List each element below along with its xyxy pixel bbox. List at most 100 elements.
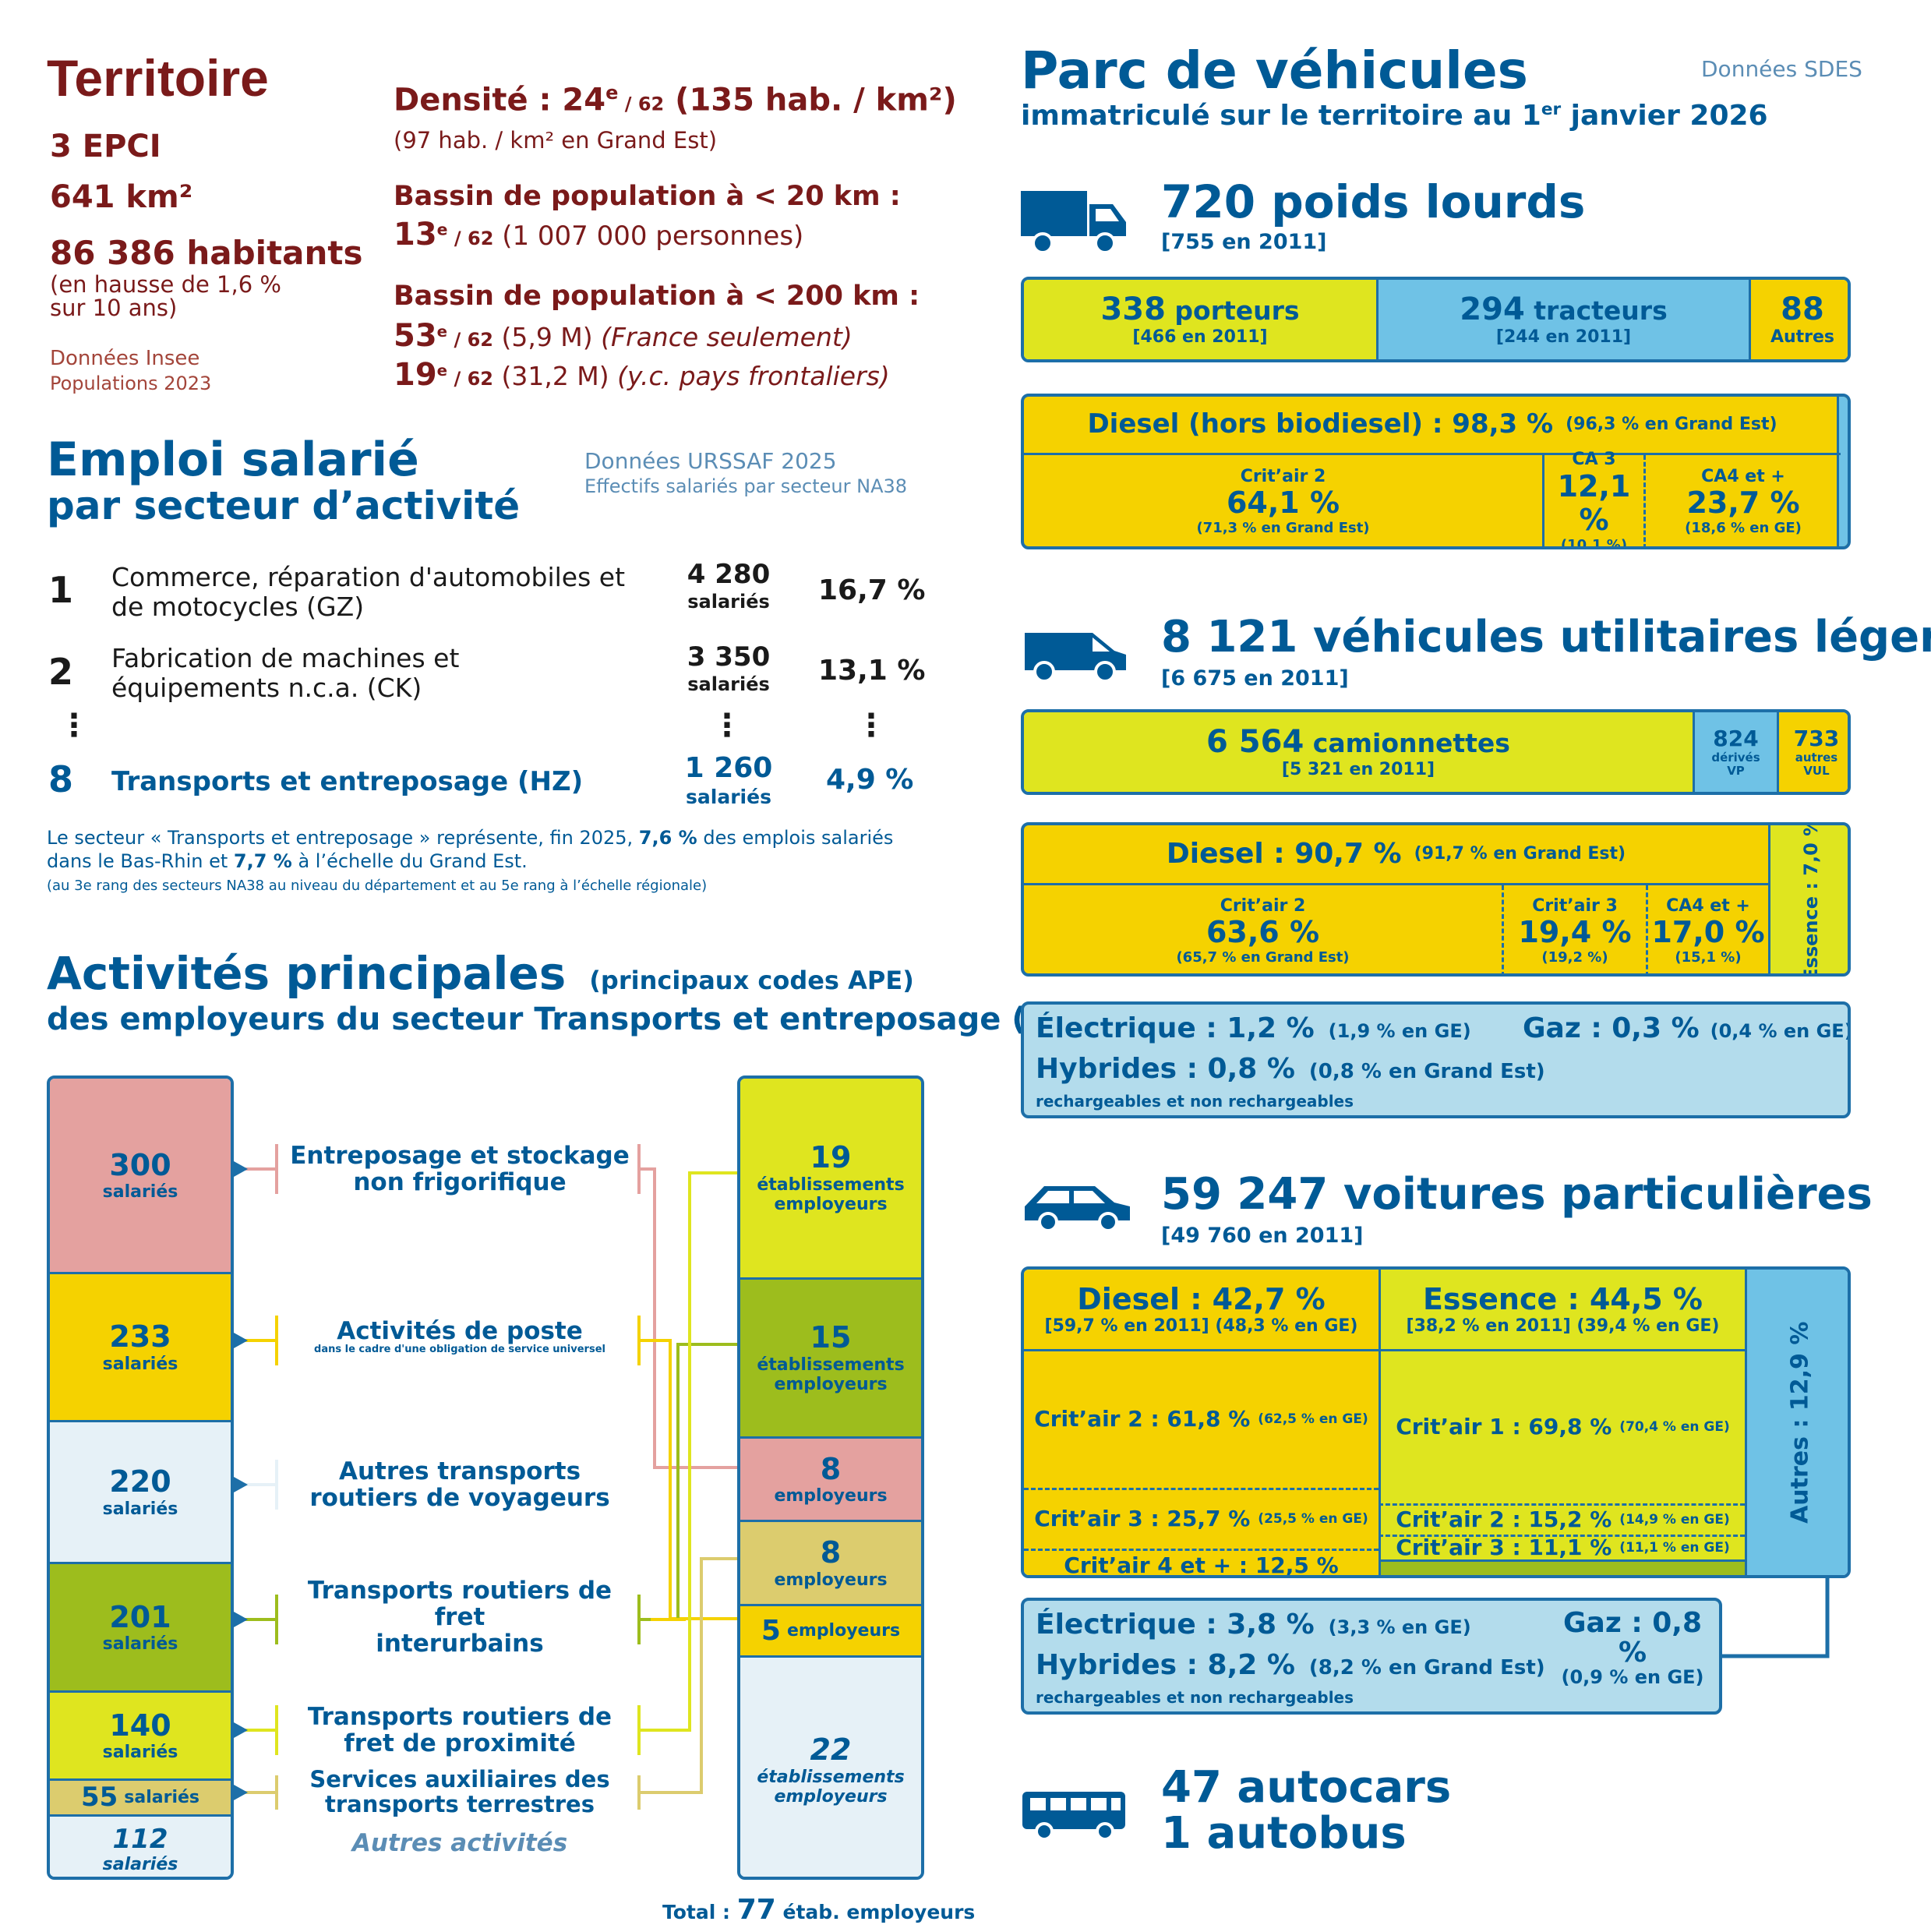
- source-urssaf: Données URSSAF 2025: [584, 448, 837, 474]
- vul-hybrides: Hybrides : 0,8 % (0,8 % en Grand Est): [1036, 1053, 1545, 1085]
- total-etablissements: Total : 77 étab. employeurs: [662, 1894, 976, 1926]
- vp-diesel-critair4: Crit’air 4 et + : 12,5 %: [1024, 1549, 1379, 1575]
- source-insee-year: Populations 2023: [50, 373, 212, 394]
- bassin20-title: Bassin de population à < 20 km :: [394, 181, 901, 212]
- vp-diesel-critair3: Crit’air 3 : 25,7 % (25,5 % en GE): [1024, 1488, 1379, 1549]
- vul-energy-box: Essence : 7,0 % Diesel : 90,7 % (91,7 % e…: [1021, 822, 1851, 977]
- etab-block-services-auxiliaires: 8 employeurs: [740, 1520, 921, 1604]
- sector-2-count: 3 350 salariés: [687, 641, 771, 695]
- sector-1-count: 4 280 salariés: [687, 559, 771, 613]
- area: 641 km²: [50, 179, 193, 215]
- car-icon: [1025, 1186, 1130, 1231]
- vp-diesel: Diesel : 42,7 % [59,7 % en 2011] (48,3 % …: [1024, 1270, 1379, 1349]
- etab-block-fret-interurbain: 15 établissements employeurs: [740, 1277, 921, 1436]
- sector-8-count: 1 260 salariés: [684, 752, 773, 808]
- pl-critair3: CA 3 12,1 % (10,1 %): [1542, 450, 1643, 546]
- emploi-subtitle: par secteur d’activité: [47, 483, 521, 528]
- bus-icon: [1022, 1792, 1125, 1841]
- label-entreposage: Entreposage et stockage non frigorifique: [290, 1141, 630, 1196]
- pl-diesel: Diesel (hors biodiesel) : 98,3 % (96,3 % …: [1087, 408, 1777, 440]
- truck-icon: [1021, 191, 1126, 254]
- vul-autres: 733 autres VUL: [1777, 712, 1848, 792]
- vul-gaz: Gaz : 0,3 % (0,4 % en GE): [1523, 1012, 1851, 1044]
- etab-block-entreposage: 8 employeurs: [740, 1436, 921, 1520]
- source-sdes: Données SDES: [1701, 56, 1862, 82]
- salaries-block-poste: 233 salariés: [50, 1272, 231, 1420]
- activites-subtitle: des employeurs du secteur Transports et …: [47, 1001, 1089, 1037]
- densite: Densité : 24e / 62 (135 hab. / km²): [394, 82, 957, 118]
- rank-2: 2: [48, 651, 74, 693]
- population: 86 386 habitants: [50, 234, 363, 272]
- epci-count: 3 EPCI: [50, 129, 161, 164]
- etab-block-fret-proximite: 19 établissements employeurs: [740, 1079, 921, 1277]
- bassin200-france: 53e / 62 (5,9 M) (France seulement): [394, 318, 853, 354]
- vp-essence-critair2: Crit’air 2 : 15,2 % (14,9 % en GE): [1379, 1503, 1745, 1535]
- vul-title: 8 121 véhicules utilitaires légers: [1161, 612, 1931, 662]
- vp-diesel-critair2: Crit’air 2 : 61,8 % (62,5 % en GE): [1024, 1351, 1379, 1488]
- vul-critair2: Crit’air 2 63,6 % (65,7 % en Grand Est): [1176, 895, 1350, 966]
- rank-8: 8: [48, 758, 74, 800]
- parc-title: Parc de véhicules: [1021, 41, 1528, 101]
- pl-title: 720 poids lourds: [1161, 175, 1586, 228]
- salaries-block-voyageurs: 220 salariés: [50, 1420, 231, 1562]
- pl-ref: [755 en 2011]: [1161, 230, 1327, 254]
- pl-porteurs: 338 porteurs [466 en 2011]: [1024, 280, 1376, 359]
- vul-ref: [6 675 en 2011]: [1161, 666, 1349, 691]
- etab-block-autres: 22 établissements employeurs: [740, 1655, 921, 1877]
- densite-ge: (97 hab. / km² en Grand Est): [394, 127, 718, 154]
- bassin200-frontaliers: 19e / 62 (31,2 M) (y.c. pays frontaliers…: [394, 357, 890, 393]
- vul-diesel: Diesel : 90,7 % (91,7 % en Grand Est): [1166, 838, 1626, 871]
- ellipsis-1: ⋮: [58, 708, 90, 743]
- label-autres: Autres activités: [351, 1828, 568, 1857]
- pl-energy-box: Diesel (hors biodiesel) : 98,3 % (96,3 % …: [1021, 394, 1851, 549]
- vp-essence-critair3: Crit’air 3 : 11,1 % (11,1 % en GE): [1379, 1535, 1745, 1560]
- salaries-block-fret-interurbain: 201 salariés: [50, 1562, 231, 1690]
- bassin20-value: 13e / 62 (1 007 000 personnes): [394, 217, 804, 253]
- vul-other-energy-box: Électrique : 1,2 % (1,9 % en GE) Gaz : 0,…: [1021, 1001, 1851, 1118]
- pl-other-energy-strip: [1837, 397, 1848, 546]
- vul-essence: Essence : 7,0 %: [1768, 825, 1848, 973]
- sector-8-pct: 4,9 %: [826, 764, 914, 796]
- vp-energy-box: Diesel : 42,7 % [59,7 % en 2011] (48,3 % …: [1021, 1266, 1851, 1578]
- salaries-block-autres: 112 salariés: [50, 1814, 231, 1877]
- vul-critair3: Crit’air 3 19,4 % (19,2 %): [1502, 885, 1646, 973]
- emploi-title: Emploi salarié: [47, 433, 419, 487]
- emploi-note: Le secteur « Transports et entreposage »…: [47, 827, 894, 894]
- vp-other-energy-box: Électrique : 3,8 % (3,3 % en GE) Gaz : 0,…: [1021, 1598, 1722, 1715]
- growth-note: (en hausse de 1,6 % sur 10 ans): [50, 271, 281, 322]
- salaries-column: 300 salariés 233 salariés 220 salariés 201 s…: [47, 1075, 234, 1880]
- vp-autres: Autres : 12,9 %: [1745, 1270, 1848, 1575]
- vp-electrique: Électrique : 3,8 % (3,3 % en GE): [1036, 1609, 1471, 1641]
- rank-1: 1: [48, 569, 74, 611]
- source-urssaf-detail: Effectifs salariés par secteur NA38: [584, 475, 908, 497]
- pl-autres: 88 Autres: [1749, 280, 1848, 359]
- ellipsis-2: ⋮: [711, 708, 743, 743]
- label-poste: Activités de poste dans le cadre d'une ob…: [314, 1316, 605, 1355]
- label-fret-interurbain: Transports routiers de fret interurbains: [307, 1576, 612, 1658]
- parc-subtitle: immatriculé sur le territoire au 1er jan…: [1021, 100, 1768, 132]
- salaries-block-services-auxiliaires: 55 salariés: [50, 1778, 231, 1814]
- activites-title: Activités principales (principaux codes A…: [47, 947, 914, 1000]
- vp-essence-critair1: Crit’air 1 : 69,8 % (70,4 % en GE): [1379, 1351, 1745, 1503]
- sector-2-label: Fabrication de machines et équipements n.…: [111, 643, 460, 703]
- vp-gaz: Gaz : 0,8 % (0,9 % en GE): [1561, 1607, 1704, 1688]
- vp-essence: Essence : 44,5 % [38,2 % en 2011] (39,4 %…: [1379, 1270, 1745, 1349]
- sector-1-pct: 16,7 %: [818, 574, 926, 606]
- vp-title: 59 247 voitures particulières: [1161, 1169, 1873, 1220]
- label-fret-proximite: Transports routiers de fret de proximité: [307, 1702, 612, 1757]
- vul-type-bar: 6 564 camionnettes [5 321 en 2011] 824 dér…: [1021, 709, 1851, 795]
- pl-tracteurs: 294 tracteurs [244 en 2011]: [1376, 280, 1749, 359]
- vul-derives-vp: 824 dérivés VP: [1693, 712, 1777, 792]
- bassin200-title: Bassin de population à < 200 km :: [394, 281, 920, 312]
- vul-camionnettes: 6 564 camionnettes [5 321 en 2011]: [1024, 712, 1693, 792]
- vp-ref: [49 760 en 2011]: [1161, 1224, 1364, 1248]
- sector-8-label: Transports et entreposage (HZ): [111, 766, 584, 797]
- vul-electrique: Électrique : 1,2 % (1,9 % en GE): [1036, 1012, 1471, 1044]
- salaries-block-fret-proximite: 140 salariés: [50, 1690, 231, 1778]
- etablissements-column: 19 établissements employeurs 15 établisseme…: [737, 1075, 924, 1880]
- vul-critair4: CA4 et +17,0 % (15,1 %): [1646, 885, 1768, 973]
- etab-block-poste: 5 employeurs: [740, 1604, 921, 1655]
- sector-2-pct: 13,1 %: [818, 655, 926, 687]
- pl-critair2: Crit’air 2 64,1 % (71,3 % en Grand Est): [1196, 467, 1370, 537]
- bus-counts: 47 autocars 1 autobus: [1161, 1762, 1452, 1859]
